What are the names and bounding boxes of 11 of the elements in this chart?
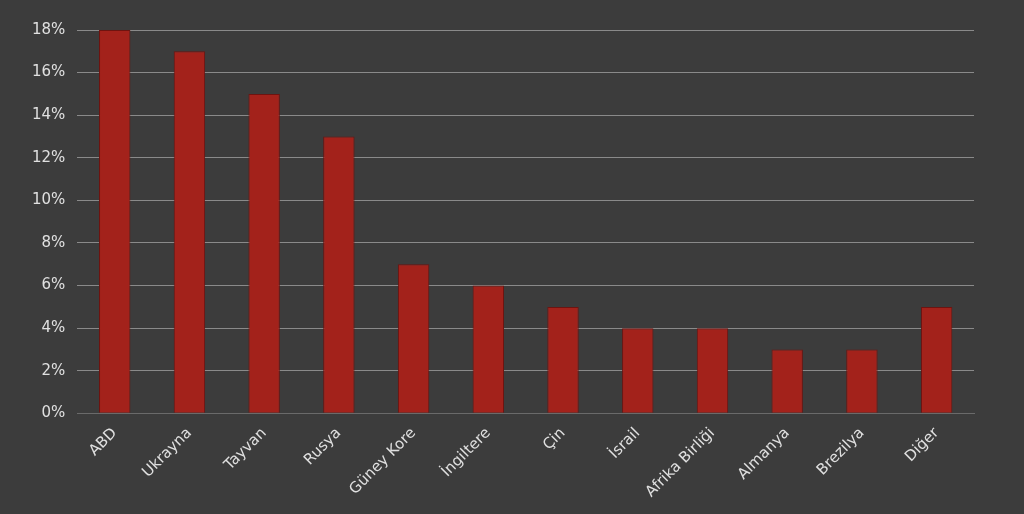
y-tick-label: 14% [32, 105, 66, 124]
y-tick-label: 10% [32, 190, 66, 209]
y-tick-label: 0% [41, 403, 66, 422]
y-tick-label: 4% [41, 318, 66, 337]
y-tick-label: 6% [41, 275, 66, 294]
y-tick-label: 12% [32, 147, 66, 166]
y-tick-label: 2% [41, 360, 66, 379]
y-tick-label: 18% [32, 19, 66, 38]
y-tick-label: 8% [41, 232, 66, 251]
x-tick-label: Çin [538, 423, 569, 454]
y-tick-label: 16% [32, 62, 66, 81]
